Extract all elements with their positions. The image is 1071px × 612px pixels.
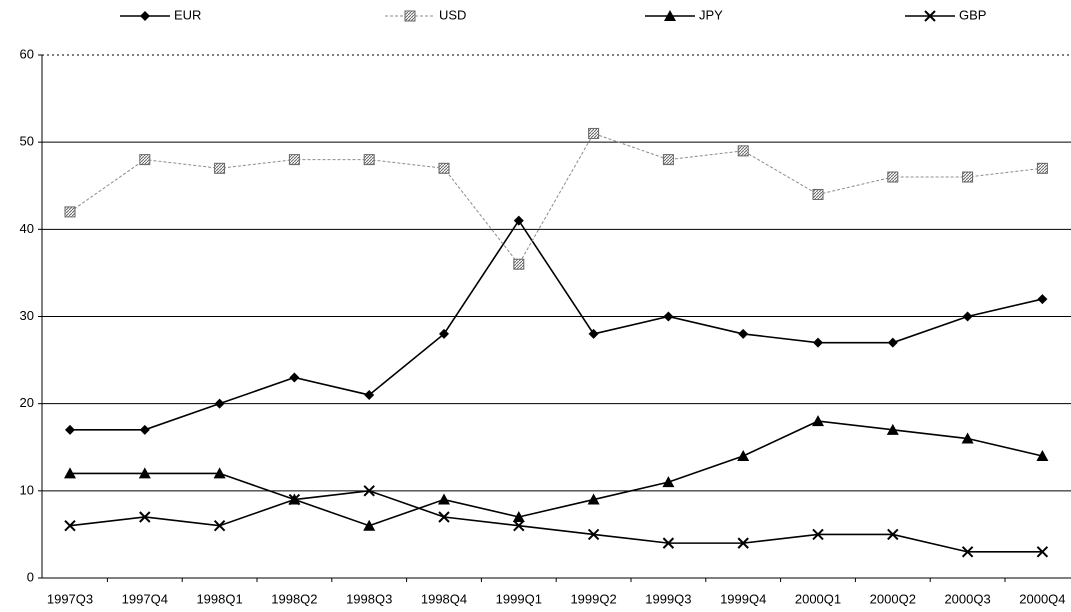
legend-item: USD (385, 7, 466, 22)
series-line (69, 132, 1043, 266)
y-tick-label: 50 (20, 134, 34, 149)
x-tick-label: 1998Q1 (196, 591, 242, 606)
marker (288, 154, 300, 166)
y-tick-label: 20 (20, 395, 34, 410)
marker (1036, 546, 1049, 558)
x-tick-label: 1999Q1 (496, 591, 542, 606)
marker (962, 311, 973, 322)
marker (587, 528, 600, 541)
marker (961, 546, 974, 558)
marker (139, 424, 150, 435)
legend-item: GBP (905, 7, 986, 22)
legend-item: JPY (645, 7, 723, 22)
marker (737, 145, 749, 157)
x-tick-label: 1999Q3 (645, 591, 691, 606)
marker (737, 537, 749, 549)
marker (513, 258, 525, 270)
x-tick-label: 1998Q4 (421, 591, 467, 606)
series-line (70, 219, 1043, 431)
marker (364, 389, 375, 400)
x-tick-label: 2000Q2 (870, 591, 916, 606)
legend-label: GBP (959, 7, 986, 22)
legend-label: JPY (699, 7, 723, 22)
marker (214, 398, 225, 409)
marker (924, 10, 936, 22)
marker (363, 154, 375, 166)
marker (813, 337, 823, 348)
marker (289, 372, 300, 383)
marker (887, 337, 898, 348)
x-tick-label: 1997Q3 (47, 591, 93, 606)
marker (139, 154, 151, 166)
y-tick-label: 30 (20, 308, 34, 323)
marker (438, 162, 450, 174)
marker (64, 519, 76, 532)
legend-label: EUR (174, 7, 201, 22)
marker (213, 467, 226, 479)
marker (662, 537, 675, 549)
marker (140, 11, 150, 21)
marker (588, 328, 599, 339)
marker (512, 510, 525, 522)
x-tick-label: 1997Q4 (122, 591, 168, 606)
marker (513, 519, 525, 532)
series-line (69, 490, 1043, 553)
marker (663, 311, 674, 322)
marker (886, 423, 899, 435)
marker (438, 493, 450, 505)
marker (404, 10, 416, 22)
marker (812, 528, 824, 541)
marker (288, 493, 301, 506)
series-line (70, 420, 1043, 527)
marker (664, 10, 676, 21)
marker (213, 519, 226, 532)
marker (887, 528, 899, 541)
marker (363, 519, 376, 531)
marker (1036, 162, 1048, 174)
marker (961, 432, 974, 444)
marker (887, 171, 899, 183)
y-tick-label: 60 (20, 46, 34, 61)
legend-label: USD (439, 7, 466, 22)
marker (587, 493, 600, 505)
marker (738, 328, 749, 339)
x-tick-label: 1999Q2 (570, 591, 616, 606)
marker (1037, 294, 1048, 305)
marker (1036, 449, 1049, 461)
marker (737, 449, 750, 461)
legend-item: EUR (120, 7, 201, 22)
marker (64, 206, 76, 218)
y-tick-label: 10 (20, 482, 34, 497)
marker (438, 511, 450, 523)
y-tick-label: 0 (27, 569, 34, 584)
x-tick-label: 1998Q3 (346, 591, 392, 606)
x-tick-label: 1999Q4 (720, 591, 766, 606)
marker (64, 467, 76, 479)
marker (812, 188, 824, 200)
x-tick-label: 2000Q4 (1019, 591, 1065, 606)
marker (588, 127, 600, 139)
marker (65, 424, 75, 435)
marker (138, 467, 151, 479)
marker (363, 485, 375, 497)
marker (214, 162, 226, 174)
marker (513, 215, 524, 226)
marker (812, 415, 824, 427)
y-tick-label: 40 (20, 221, 34, 236)
x-tick-label: 2000Q3 (944, 591, 990, 606)
marker (962, 171, 974, 183)
marker (439, 328, 449, 339)
x-tick-label: 1998Q2 (271, 591, 317, 606)
marker (662, 476, 675, 488)
marker (139, 511, 151, 523)
x-tick-label: 2000Q1 (795, 591, 841, 606)
marker (662, 154, 674, 166)
